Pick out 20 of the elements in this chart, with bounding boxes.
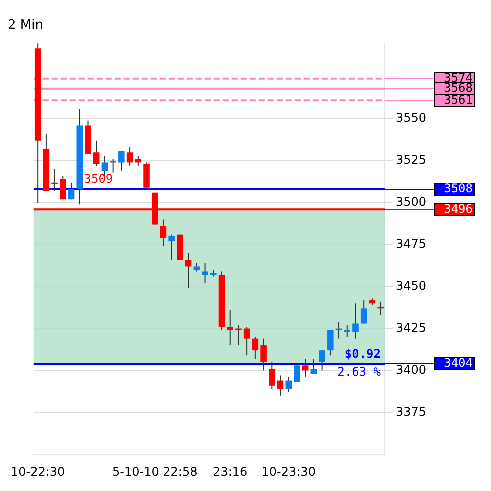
y-tick-label: 3400	[396, 362, 427, 377]
ref-line-label: 3561	[444, 92, 473, 107]
x-tick-label: 23:16	[213, 464, 248, 479]
ref-line-label: 3508	[444, 182, 473, 196]
y-tick-label: 3375	[396, 404, 427, 419]
annotation: $0.92	[344, 347, 381, 362]
y-tick-label: 3550	[396, 111, 427, 126]
y-tick-label: 3525	[396, 153, 427, 168]
y-tick-label: 3425	[396, 320, 427, 335]
x-tick-label: 5-10-10 22:58	[112, 464, 198, 479]
x-tick-label: 10-22:30	[10, 464, 66, 479]
ref-line-label: 3496	[444, 202, 473, 216]
ref-line-label: 3404	[444, 356, 473, 370]
chart-title: 2 Min	[8, 18, 44, 34]
y-tick-label: 3500	[396, 195, 427, 210]
annotation: 3509	[84, 172, 114, 186]
annotation: 2.63 %	[338, 365, 382, 380]
x-tick-label: 10-23:30	[262, 464, 316, 479]
y-tick-label: 3450	[396, 278, 427, 293]
y-tick-label: 3475	[396, 237, 427, 252]
